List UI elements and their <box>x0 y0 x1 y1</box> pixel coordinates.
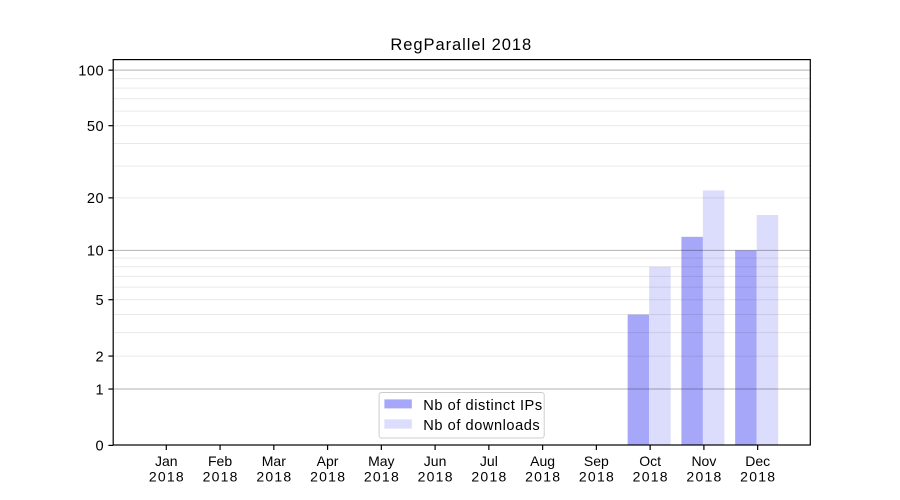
svg-text:2018: 2018 <box>525 469 561 485</box>
svg-text:2018: 2018 <box>203 469 239 485</box>
svg-text:May: May <box>368 453 394 469</box>
svg-text:2018: 2018 <box>256 469 292 485</box>
svg-text:50: 50 <box>87 119 104 135</box>
svg-text:RegParallel 2018: RegParallel 2018 <box>390 36 532 54</box>
svg-text:100: 100 <box>78 63 104 79</box>
svg-text:10: 10 <box>87 244 104 260</box>
svg-text:1: 1 <box>96 382 105 398</box>
svg-text:Nb of distinct IPs: Nb of distinct IPs <box>423 398 542 414</box>
svg-text:5: 5 <box>96 293 105 309</box>
svg-text:Aug: Aug <box>530 453 555 469</box>
svg-text:Jul: Jul <box>480 453 498 469</box>
svg-text:Nov: Nov <box>691 453 716 469</box>
svg-text:2018: 2018 <box>686 469 722 485</box>
svg-text:2018: 2018 <box>740 469 776 485</box>
svg-text:2018: 2018 <box>471 469 507 485</box>
svg-text:2: 2 <box>96 349 105 365</box>
svg-text:Dec: Dec <box>745 453 770 469</box>
svg-text:Jun: Jun <box>424 453 447 469</box>
svg-text:Apr: Apr <box>317 453 339 469</box>
svg-text:0: 0 <box>96 439 105 455</box>
svg-text:Mar: Mar <box>262 453 286 469</box>
svg-text:2018: 2018 <box>364 469 400 485</box>
svg-text:Oct: Oct <box>639 453 661 469</box>
svg-text:2018: 2018 <box>310 469 346 485</box>
svg-text:2018: 2018 <box>633 469 669 485</box>
svg-text:Jan: Jan <box>155 453 178 469</box>
svg-text:2018: 2018 <box>149 469 185 485</box>
svg-text:20: 20 <box>87 191 104 207</box>
svg-text:2018: 2018 <box>579 469 615 485</box>
svg-text:2018: 2018 <box>418 469 454 485</box>
svg-text:Feb: Feb <box>208 453 232 469</box>
svg-text:Nb of downloads: Nb of downloads <box>423 418 540 434</box>
svg-text:Sep: Sep <box>584 453 609 469</box>
